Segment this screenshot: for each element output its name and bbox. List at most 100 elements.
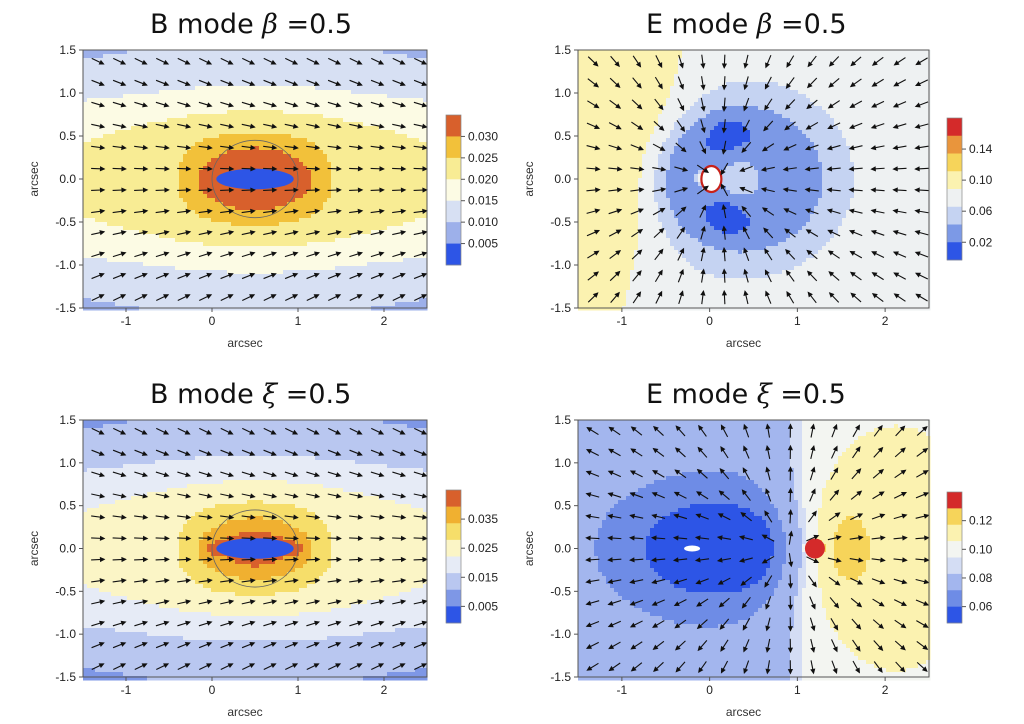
colorbar-swatch: [446, 557, 461, 574]
title-mode: B mode: [150, 379, 262, 410]
colorbar-swatch: [446, 606, 461, 623]
y-tick-label: 1.0: [554, 456, 571, 470]
y-tick-label: -1.5: [55, 670, 76, 684]
colorbar-swatch: [947, 492, 962, 509]
colorbar: 0.035 0.025 0.015 0.005: [446, 490, 498, 623]
x-tick-label: 0: [706, 683, 713, 697]
colorbar-swatch: [947, 225, 962, 243]
colorbar-swatch: [947, 574, 962, 591]
singular-point: [805, 539, 825, 559]
colorbar-label: 0.015: [468, 570, 498, 584]
colorbar-label: 0.035: [468, 512, 498, 526]
x-tick-label: 1: [295, 683, 302, 697]
chart-title: B mode β =0.5: [150, 9, 352, 40]
colorbar-swatch: [947, 508, 962, 525]
x-tick-label: 2: [381, 683, 388, 697]
colorbar-label: 0.14: [969, 142, 993, 156]
colorbar-label: 0.030: [468, 129, 498, 143]
y-tick-label: 1.0: [59, 86, 76, 100]
x-tick-label: -1: [121, 683, 132, 697]
y-tick-label: 1.5: [59, 43, 76, 57]
x-axis-label: arcsec: [227, 336, 262, 350]
x-tick-label: -1: [617, 314, 628, 328]
y-tick-label: -1.5: [550, 670, 571, 684]
y-axis-label: arcsec: [27, 531, 41, 566]
colorbar-swatch: [446, 158, 461, 180]
colorbar-label: 0.12: [969, 514, 993, 528]
y-axis-label: arcsec: [522, 161, 536, 196]
colorbar-swatch: [947, 171, 962, 189]
y-tick-label: 1.5: [554, 43, 571, 57]
y-axis-label: arcsec: [27, 161, 41, 196]
x-tick-label: 1: [295, 314, 302, 328]
y-tick-label: 0.5: [554, 129, 571, 143]
colorbar-label: 0.005: [468, 237, 498, 251]
y-tick-label: 1.5: [554, 413, 571, 427]
x-tick-label: 1: [794, 683, 801, 697]
chart-title: B mode ξ =0.5: [150, 379, 351, 410]
colorbar-label: 0.10: [969, 542, 993, 556]
title-param: β: [261, 9, 278, 40]
y-tick-label: -0.5: [55, 584, 76, 598]
colorbar-swatch: [446, 590, 461, 607]
colorbar-label: 0.005: [468, 599, 498, 613]
white-caustic: [684, 546, 700, 552]
title-value: =0.5: [772, 9, 846, 40]
y-tick-label: -0.5: [55, 215, 76, 229]
title-value: =0.5: [277, 379, 351, 410]
title-param: β: [756, 9, 773, 40]
y-tick-label: 0.0: [59, 172, 76, 186]
colorbar-swatch: [947, 607, 962, 624]
y-tick-label: 1.0: [59, 456, 76, 470]
colorbar-swatch: [446, 523, 461, 540]
title-mode: E mode: [646, 9, 757, 40]
colorbar-swatch: [947, 590, 962, 607]
heatmap: [578, 50, 931, 311]
panel: -1 0 1 21.51.00.50.0-0.5-1.0-1.5arcsecarcse…: [522, 379, 993, 719]
colorbar-swatch: [446, 222, 461, 244]
colorbar-swatch: [947, 207, 962, 225]
colorbar-label: 0.10: [969, 173, 993, 187]
colorbar-swatch: [446, 573, 461, 590]
colorbar-swatch: [947, 154, 962, 172]
colorbar-label: 0.015: [468, 194, 498, 208]
colorbar-swatch: [947, 118, 962, 136]
colorbar-swatch: [947, 541, 962, 558]
colorbar-swatch: [446, 507, 461, 524]
y-tick-label: 1.0: [554, 86, 571, 100]
title-param: ξ: [262, 379, 278, 410]
y-tick-label: 1.5: [59, 413, 76, 427]
colorbar-swatch: [446, 115, 461, 137]
y-tick-label: -0.5: [550, 215, 571, 229]
x-tick-label: -1: [617, 683, 628, 697]
x-tick-label: 0: [209, 314, 216, 328]
y-tick-label: 0.5: [554, 499, 571, 513]
y-tick-label: 0.5: [59, 499, 76, 513]
x-tick-label: 1: [794, 314, 801, 328]
title-value: =0.5: [278, 9, 352, 40]
colorbar-label: 0.025: [468, 151, 498, 165]
x-tick-label: 0: [706, 314, 713, 328]
y-tick-label: -1.0: [55, 627, 76, 641]
panel: -1 0 1 21.51.00.50.0-0.5-1.0-1.5arcsecarcse…: [522, 9, 993, 350]
x-tick-label: 2: [882, 314, 889, 328]
title-value: =0.5: [772, 379, 846, 410]
colorbar: 0.140.100.060.02: [947, 118, 993, 260]
colorbar: 0.120.100.080.06: [947, 492, 993, 623]
y-tick-label: -1.5: [550, 301, 571, 315]
colorbar-swatch: [947, 136, 962, 154]
colorbar-label: 0.025: [468, 541, 498, 555]
x-axis-label: arcsec: [726, 336, 761, 350]
colorbar-label: 0.08: [969, 571, 993, 585]
y-tick-label: -1.0: [550, 627, 571, 641]
y-tick-label: -1.5: [55, 301, 76, 315]
x-tick-label: 0: [209, 683, 216, 697]
colorbar-swatch: [947, 189, 962, 207]
colorbar-swatch: [947, 558, 962, 575]
colorbar-swatch: [446, 136, 461, 158]
chart-title: E mode β =0.5: [646, 9, 847, 40]
heatmap: [578, 420, 931, 681]
y-tick-label: 0.0: [554, 542, 571, 556]
colorbar-swatch: [947, 525, 962, 542]
